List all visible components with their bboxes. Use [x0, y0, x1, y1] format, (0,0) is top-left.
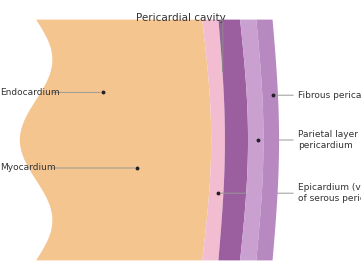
- Text: Pericardial cavity: Pericardial cavity: [136, 13, 225, 23]
- Polygon shape: [218, 20, 248, 260]
- Text: Fibrous pericardium: Fibrous pericardium: [298, 91, 361, 100]
- Text: Myocardium: Myocardium: [0, 164, 56, 172]
- Text: Endocardium: Endocardium: [0, 88, 60, 97]
- Text: Parietal layer of serous
pericardium: Parietal layer of serous pericardium: [298, 130, 361, 150]
- Polygon shape: [202, 20, 225, 260]
- Polygon shape: [256, 20, 279, 260]
- Text: Epicardium (viceral layer
of serous pericardium): Epicardium (viceral layer of serous peri…: [298, 183, 361, 203]
- Polygon shape: [20, 20, 211, 260]
- Polygon shape: [240, 20, 264, 260]
